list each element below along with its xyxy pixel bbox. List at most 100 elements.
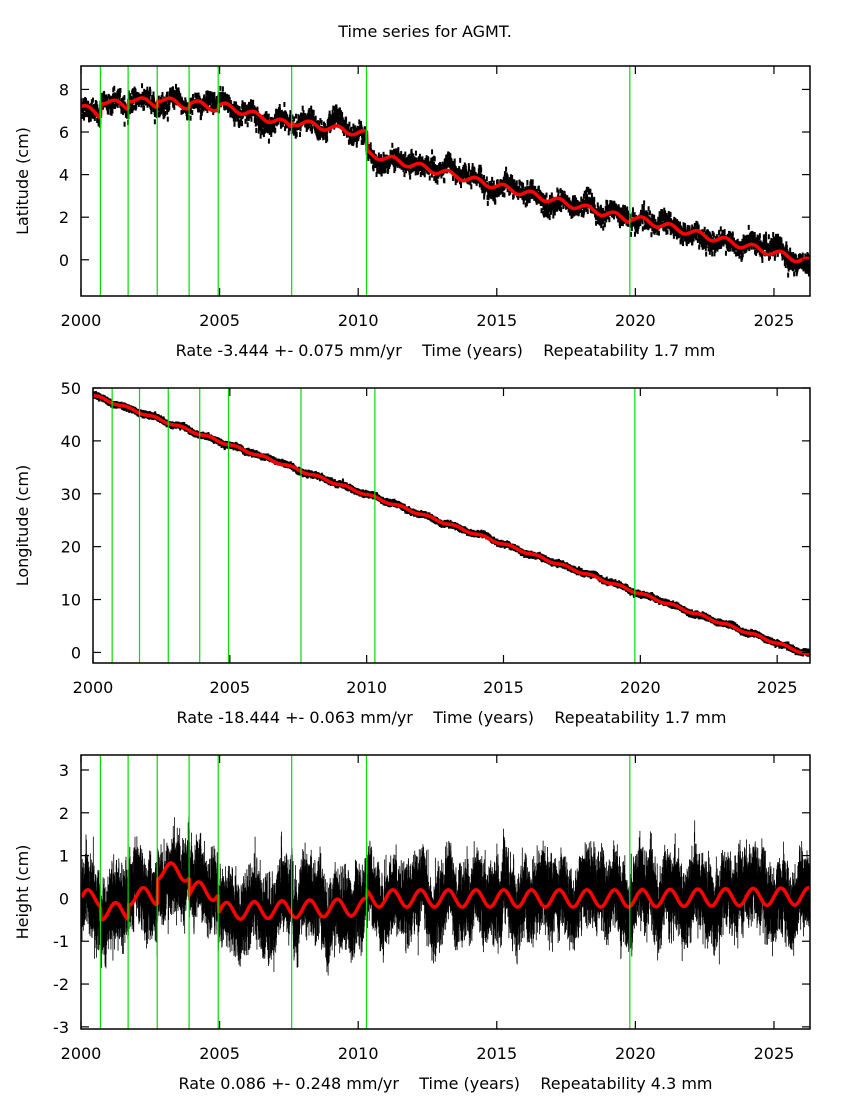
data-point (462, 176, 465, 182)
data-point (162, 106, 165, 112)
data-point (90, 99, 93, 105)
y-tick-label: 0 (59, 251, 69, 270)
data-point (582, 193, 585, 199)
data-point (470, 184, 473, 190)
data-point (670, 228, 673, 234)
data-point (246, 105, 249, 111)
data-point (380, 171, 383, 177)
data-point (593, 200, 596, 206)
data-point (452, 175, 455, 181)
data-point (765, 231, 768, 237)
data-point (629, 231, 632, 237)
data-point (730, 243, 733, 249)
data-point (240, 120, 243, 126)
data-point (617, 217, 620, 223)
data-point (266, 128, 269, 134)
data-point (149, 89, 152, 95)
data-point (540, 208, 543, 214)
data-point (773, 240, 776, 246)
data-point (577, 209, 580, 215)
data-point (206, 108, 209, 114)
data-point (487, 194, 490, 200)
data-point (259, 120, 262, 126)
data-point (490, 180, 493, 186)
data-point (571, 209, 574, 215)
data-point (123, 121, 126, 127)
data-point (624, 205, 627, 211)
data-point (459, 157, 462, 163)
data-point (619, 223, 622, 229)
data-point (310, 105, 313, 111)
data-point (478, 168, 481, 174)
data-point (784, 263, 787, 269)
data-point (741, 254, 744, 260)
data-point (224, 92, 227, 98)
data-point (356, 125, 359, 131)
data-point (347, 125, 350, 131)
data-point (656, 227, 659, 233)
data-point (657, 219, 660, 225)
data-point (223, 105, 226, 111)
data-point (141, 91, 144, 97)
data-point (661, 209, 664, 215)
data-point (433, 156, 436, 162)
data-point (307, 114, 310, 120)
data-point (739, 241, 742, 247)
data-point (805, 264, 808, 270)
data-point (91, 97, 94, 103)
data-point (533, 195, 536, 201)
data-point (355, 138, 358, 144)
data-point (288, 125, 291, 131)
data-point (548, 215, 551, 221)
data-point (129, 93, 132, 99)
data-point (332, 105, 335, 111)
data-point (458, 172, 461, 178)
data-point (576, 200, 579, 206)
data-point (773, 255, 776, 261)
data-point (508, 179, 511, 185)
data-point (595, 220, 598, 226)
data-point (774, 252, 777, 258)
data-point (562, 204, 565, 210)
data-point (280, 123, 283, 129)
data-point (522, 199, 525, 205)
data-point (491, 182, 494, 188)
data-point (805, 268, 808, 274)
data-point (267, 138, 270, 144)
data-point (499, 178, 502, 184)
data-point (646, 211, 649, 217)
data-point (129, 107, 132, 113)
data-point (107, 109, 110, 115)
data-point (446, 162, 449, 168)
data-point (407, 156, 410, 162)
data-point (272, 127, 275, 133)
data-point (536, 190, 539, 196)
data-point (748, 246, 751, 252)
data-point (349, 138, 352, 144)
data-point (642, 205, 645, 211)
data-point (600, 208, 603, 214)
data-point (556, 187, 559, 193)
data-point (501, 191, 504, 197)
data-point (666, 215, 669, 221)
data-point (354, 125, 357, 131)
data-point (352, 123, 355, 129)
data-point (531, 183, 534, 189)
data-point (806, 253, 809, 259)
data-point (431, 159, 434, 165)
data-point (172, 102, 175, 108)
data-point (579, 201, 582, 207)
data-point (269, 122, 272, 128)
data-point (259, 133, 262, 139)
data-point (780, 237, 783, 243)
data-point (473, 167, 476, 173)
data-point (179, 93, 182, 99)
data-point (213, 97, 216, 103)
data-point (331, 120, 334, 126)
data-point (419, 172, 422, 178)
data-point (336, 121, 339, 127)
data-point (317, 135, 320, 141)
data-point (422, 160, 425, 166)
data-point (598, 208, 601, 214)
data-point (753, 231, 756, 237)
